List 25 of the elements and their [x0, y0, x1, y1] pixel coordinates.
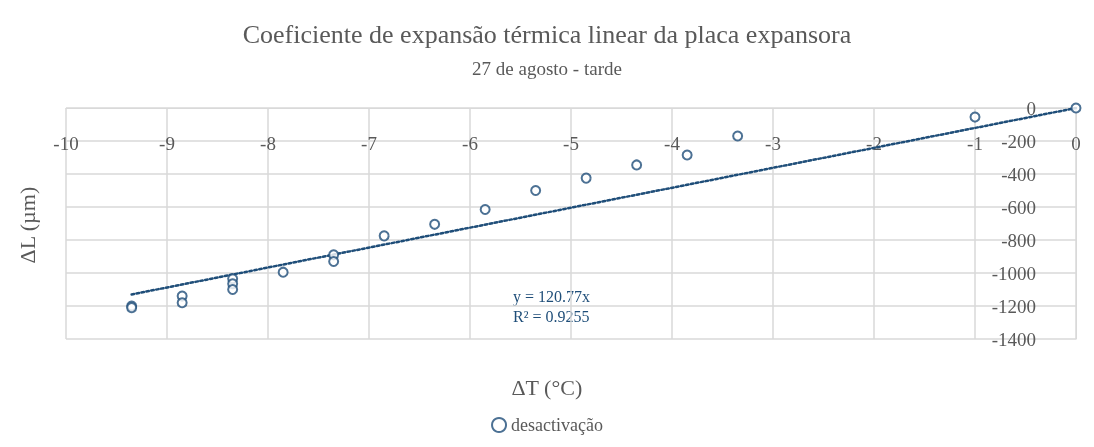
x-tick-label: 0	[1071, 133, 1081, 154]
x-tick-label: -6	[462, 133, 478, 154]
y-tick-label: -400	[1001, 163, 1036, 185]
x-tick-label: -5	[563, 133, 579, 154]
x-tick-label: -1	[967, 133, 983, 154]
y-tick-label: -600	[1001, 196, 1036, 218]
y-tick-label: -1400	[991, 328, 1036, 350]
x-tick-label: -8	[260, 133, 276, 154]
legend-label: desactivação	[511, 415, 603, 435]
y-tick-label: -1000	[991, 262, 1036, 284]
chart-title: Coeficiente de expansão térmica linear da placa expansora	[242, 19, 852, 49]
annotation: R² = 0.9255	[513, 307, 590, 325]
y-tick-label: -200	[1001, 130, 1036, 152]
annotation: y = 120.77x	[513, 287, 591, 306]
x-tick-label: -9	[159, 133, 175, 154]
y-tick-label: -1200	[991, 295, 1036, 317]
x-tick-label: -10	[53, 133, 79, 154]
y-tick-label: 0	[1026, 97, 1036, 119]
x-tick-label: -7	[361, 133, 377, 154]
y-axis-title: ΔL (µm)	[14, 186, 40, 264]
chart-subtitle: 27 de agosto - tarde	[472, 58, 622, 79]
x-tick-label: -3	[765, 133, 781, 154]
x-tick-label: -4	[664, 133, 681, 154]
x-axis-title: ΔT (°C)	[511, 374, 583, 400]
y-tick-label: -800	[1001, 229, 1036, 251]
